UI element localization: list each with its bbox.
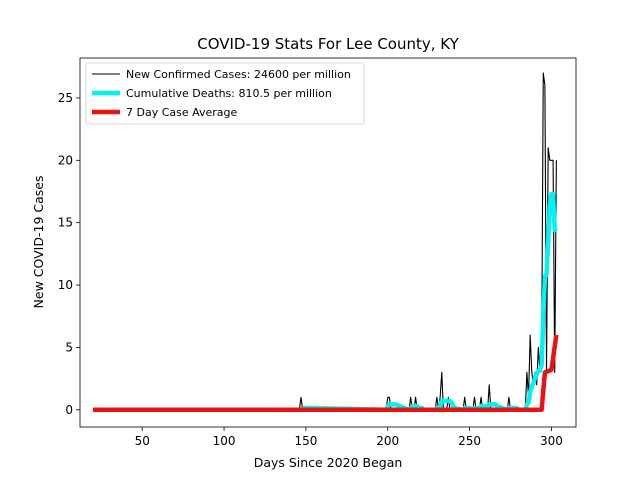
y-tick-label: 5 (65, 340, 73, 354)
x-tick-label: 150 (294, 434, 317, 448)
legend-label-7-day-average: 7 Day Case Average (126, 106, 238, 119)
x-tick-label: 100 (213, 434, 236, 448)
x-axis: 50 100 150 200 250 300 (135, 427, 563, 448)
x-tick-label: 250 (458, 434, 481, 448)
y-tick-label: 0 (65, 403, 73, 417)
chart-title: COVID-19 Stats For Lee County, KY (197, 35, 459, 53)
y-tick-label: 20 (58, 153, 73, 167)
x-tick-label: 50 (135, 434, 150, 448)
x-tick-label: 300 (540, 434, 563, 448)
axes-frame (79, 57, 577, 428)
y-axis: 0 5 10 15 20 25 (58, 91, 80, 417)
legend-box (85, 62, 365, 125)
y-tick-label: 25 (58, 91, 73, 105)
y-tick-label: 10 (58, 278, 73, 292)
legend-label-new-cases: New Confirmed Cases: 24600 per million (126, 68, 351, 81)
plot-area (93, 72, 559, 413)
legend: New Confirmed Cases: 24600 per million C… (85, 62, 365, 125)
y-axis-label: New COVID-19 Cases (31, 176, 46, 309)
x-axis-label: Days Since 2020 Began (254, 455, 403, 470)
y-tick-label: 15 (58, 216, 73, 230)
series-line-7-day-average (93, 334, 559, 413)
legend-label-cumulative-deaths: Cumulative Deaths: 810.5 per million (126, 87, 332, 100)
x-tick-label: 200 (376, 434, 399, 448)
